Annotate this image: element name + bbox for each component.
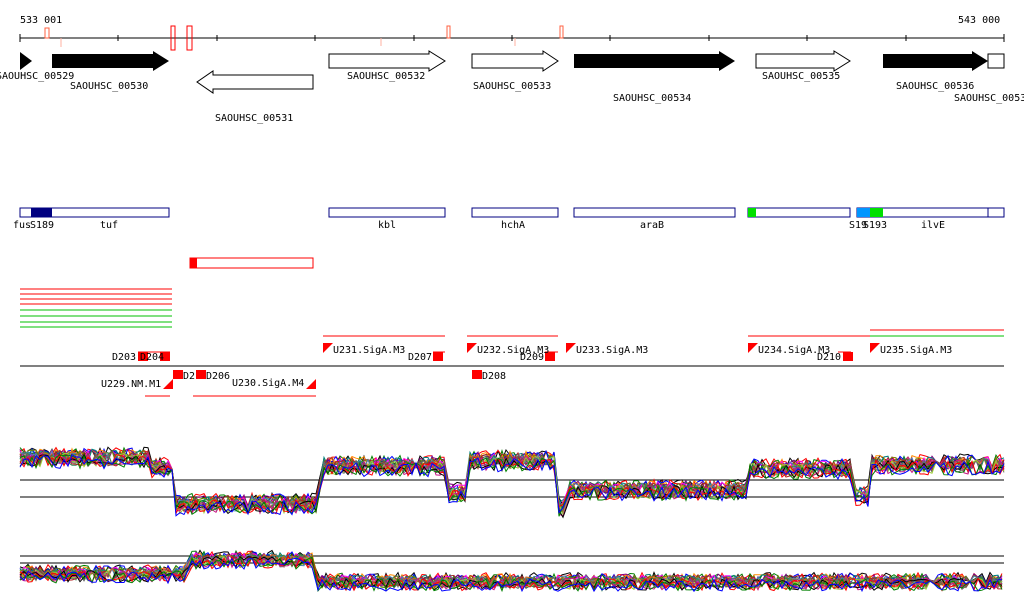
gene-arrow[interactable] — [328, 50, 446, 72]
operon-box[interactable] — [471, 207, 559, 218]
operon-label: S19 — [849, 220, 867, 231]
operon-box[interactable] — [328, 207, 446, 218]
promoter-flag[interactable] — [566, 343, 576, 353]
gene-arrow[interactable] — [883, 51, 988, 71]
expression-profile-line — [19, 555, 1003, 591]
expression-panel-bottom — [19, 549, 1004, 593]
experiment-lines — [20, 288, 1004, 337]
gene-label: SAOUHSC_00533 — [473, 81, 551, 92]
expression-profile-line — [19, 447, 1005, 512]
ruler-ticks — [19, 34, 1005, 42]
gene-label: SAOUHSC_00530 — [70, 81, 148, 92]
gene-box[interactable] — [987, 53, 1005, 69]
operon-track: fus S189 tuf kbl hchA araB S19 S193 ilvE — [13, 207, 1005, 231]
operon-label: S193 — [863, 220, 887, 231]
terminator-mark[interactable] — [160, 352, 170, 361]
terminator-mark[interactable] — [433, 352, 443, 361]
terminator-mark[interactable] — [196, 370, 206, 379]
gene-label: SAOUHSC_00532 — [347, 71, 425, 82]
coord-end-label: 543 000 — [958, 15, 1000, 26]
regulator-label: U234.SigA.M3 — [758, 345, 830, 356]
promoter-flag[interactable] — [870, 343, 880, 353]
operon-box[interactable] — [573, 207, 736, 218]
expression-profile-line — [19, 453, 1005, 519]
expression-profile-line — [19, 556, 1003, 593]
operon-segment — [870, 208, 883, 217]
regulator-label: D207 — [408, 352, 432, 363]
promoter-flag[interactable] — [467, 343, 477, 353]
operon-label: kbl — [378, 220, 396, 231]
operon-box[interactable] — [19, 207, 170, 218]
expression-profile-line — [19, 454, 1005, 517]
promoter-flag[interactable] — [323, 343, 333, 353]
regulator-label: D206 — [206, 371, 230, 382]
gene-label: SAOUHSC_00535 — [762, 71, 840, 82]
regulator-label: U232.SigA.M3 — [477, 345, 549, 356]
gene-label: SAOUHSC_0053 — [954, 93, 1024, 104]
operon-box[interactable] — [987, 207, 1005, 218]
expression-profile-line — [19, 453, 1005, 516]
gene-label: SAOUHSC_00531 — [215, 113, 293, 124]
regulator-label: D208 — [482, 371, 506, 382]
coord-start-label: 533 001 — [20, 15, 62, 26]
regulator-label: D210 — [817, 352, 841, 363]
operon-label: tuf — [100, 220, 118, 231]
coordinate-ruler: 533 001 543 000 — [19, 15, 1005, 51]
gene-arrow[interactable] — [52, 51, 169, 71]
operon-segment — [31, 208, 52, 217]
terminator-mark[interactable] — [545, 352, 555, 361]
operon-label: fus — [13, 220, 31, 231]
operon-segment — [857, 208, 870, 217]
regulator-label: U233.SigA.M3 — [576, 345, 648, 356]
promoter-flag[interactable] — [748, 343, 758, 353]
terminator-mark[interactable] — [472, 370, 482, 379]
operon-label: araB — [640, 220, 664, 231]
operon-box[interactable] — [747, 207, 851, 218]
gene-arrow[interactable] — [196, 70, 314, 94]
expression-profile-line — [19, 454, 1005, 517]
gene-arrow[interactable] — [574, 51, 735, 71]
gene-label: SAOUHSC_00529 — [0, 71, 74, 82]
promoter-flag[interactable] — [163, 379, 173, 389]
expression-panel-top — [19, 446, 1005, 519]
promoter-flag[interactable] — [306, 379, 316, 389]
operon-label: ilvE — [921, 220, 945, 231]
terminator-mark[interactable] — [173, 370, 183, 379]
gene-track: SAOUHSC_00529 SAOUHSC_00530 SAOUHSC_0053… — [0, 50, 1024, 124]
antisense-box[interactable] — [189, 257, 314, 269]
regulator-track: D203 D204 U229.NM.M1 D2 D206 U230.SigA.M… — [20, 343, 1004, 397]
ruler-feature-marks — [44, 25, 564, 51]
regulator-label: D204 — [140, 352, 164, 363]
regulator-label: D203 — [112, 352, 136, 363]
antisense-track — [189, 257, 314, 269]
regulator-label: U229.NM.M1 — [101, 379, 161, 390]
operon-label: S189 — [30, 220, 54, 231]
gene-arrow[interactable] — [471, 50, 559, 72]
terminator-mark[interactable] — [138, 352, 148, 361]
regulator-label: U230.SigA.M4 — [232, 378, 304, 389]
gene-label: SAOUHSC_00536 — [896, 81, 974, 92]
operon-segment — [748, 208, 756, 217]
antisense-segment — [190, 258, 197, 268]
operon-label: hchA — [501, 220, 525, 231]
regulator-label: U231.SigA.M3 — [333, 345, 405, 356]
gene-label: SAOUHSC_00534 — [613, 93, 691, 104]
gene-arrow[interactable] — [20, 52, 32, 70]
regulator-label: U235.SigA.M3 — [880, 345, 952, 356]
expression-profile-line — [19, 557, 1003, 593]
expression-profile-line — [19, 555, 1003, 592]
terminator-mark[interactable] — [843, 352, 853, 361]
regulator-label: D2 — [183, 371, 195, 382]
gene-arrow[interactable] — [755, 50, 851, 72]
regulator-label: D209 — [520, 352, 544, 363]
